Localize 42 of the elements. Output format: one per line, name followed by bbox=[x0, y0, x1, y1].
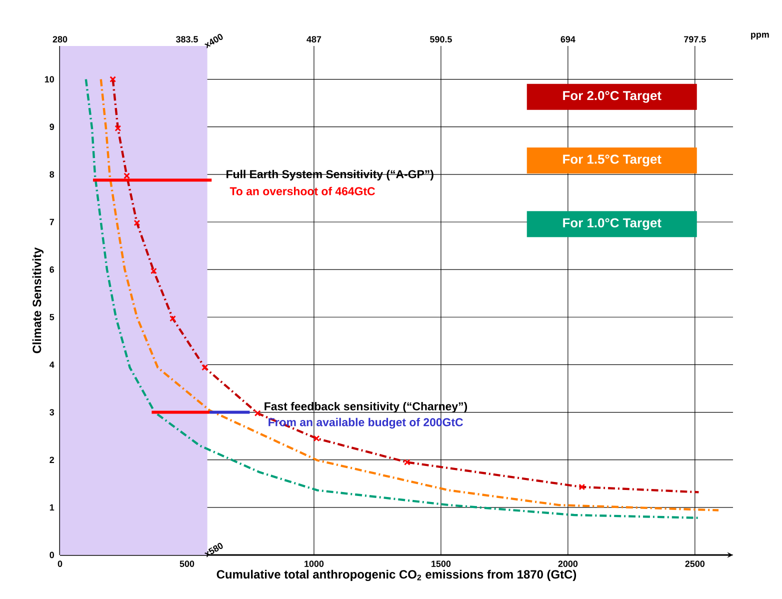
point bbox=[114, 125, 122, 132]
point bbox=[134, 220, 140, 226]
y-tick-label: 8 bbox=[50, 171, 54, 178]
x2-tick-label: 797.5 bbox=[684, 36, 706, 42]
y-tick-label: 0 bbox=[50, 552, 54, 558]
text: For 1.5°C Target bbox=[563, 154, 662, 166]
x-tick-label: 1000 bbox=[304, 560, 324, 567]
y-tick-label: 5 bbox=[50, 314, 54, 320]
text: For 1.0°C Target bbox=[563, 218, 662, 230]
y-axis-title: Climate Sensitivity bbox=[32, 247, 44, 354]
point bbox=[124, 172, 130, 180]
x2-axis-title: ppm bbox=[751, 32, 769, 40]
x-tick-label: 0 bbox=[58, 560, 62, 567]
point bbox=[202, 364, 208, 371]
point bbox=[150, 268, 157, 274]
y-tick-label: 9 bbox=[50, 124, 54, 130]
point bbox=[404, 459, 410, 466]
x2-tick-label: 487 bbox=[306, 36, 322, 42]
y-tick-label: 6 bbox=[50, 266, 54, 273]
y-tick-label: 4 bbox=[50, 362, 54, 368]
y-tick-label: 7 bbox=[50, 218, 54, 226]
y-tick-label: 2 bbox=[50, 456, 54, 463]
x2-tick-label: 383.5 bbox=[176, 36, 198, 42]
x2-tick-label: 694 bbox=[560, 36, 576, 42]
annotation: x580 bbox=[204, 542, 223, 558]
x-tick-label: 1500 bbox=[432, 560, 451, 567]
x2-tick-label: 590.5 bbox=[430, 36, 452, 42]
point bbox=[578, 484, 586, 490]
x-tick-label: 500 bbox=[180, 560, 194, 567]
text: For 2.0°C Target bbox=[563, 90, 662, 103]
y-tick-label: 10 bbox=[44, 76, 54, 82]
annotation: x400 bbox=[204, 34, 223, 48]
x-axis-title: Cumulative total anthropogenic CO$_{2}$ emissions from 1870 (GtC) bbox=[216, 570, 576, 582]
point bbox=[313, 435, 320, 442]
x-tick-label: 2000 bbox=[558, 560, 578, 567]
point bbox=[254, 410, 261, 416]
x2-tick-label: 280 bbox=[52, 36, 68, 42]
point bbox=[170, 315, 176, 322]
y-tick-label: 1 bbox=[50, 504, 54, 510]
x-tick-label: 2500 bbox=[685, 560, 705, 567]
y-tick-label: 3 bbox=[50, 409, 54, 416]
point bbox=[110, 76, 116, 82]
